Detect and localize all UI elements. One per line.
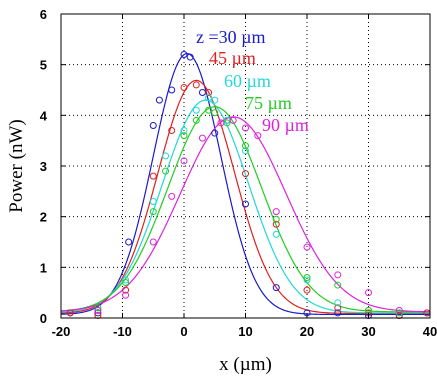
data-point-series-2 <box>180 83 188 91</box>
data-point-series-1 <box>94 309 102 317</box>
data-point-series-1 <box>272 284 280 292</box>
data-point-series-5 <box>217 119 225 127</box>
data-point-series-1 <box>149 121 157 129</box>
data-point-series-2 <box>242 170 249 178</box>
x-tick-label: 40 <box>423 324 437 339</box>
fit-curve-4 <box>60 106 430 313</box>
data-point-series-3 <box>192 106 200 114</box>
data-point-series-4 <box>94 304 102 312</box>
data-point-series-4 <box>211 109 219 117</box>
data-point-series-5 <box>365 289 372 297</box>
data-point-series-3 <box>122 276 130 284</box>
x-tick-label: 20 <box>300 324 314 339</box>
data-point-series-1 <box>180 51 188 59</box>
data-point-series-3 <box>180 127 188 135</box>
data-point-series-5 <box>242 124 249 132</box>
data-point-series-3 <box>205 94 213 102</box>
data-point-series-1 <box>155 96 163 104</box>
axis-ticks: -20 -10 0 10 20 30 40 0 1 2 3 4 5 6 <box>40 7 437 339</box>
y-tick-label: 6 <box>40 7 47 22</box>
data-point-series-5 <box>180 157 188 165</box>
y-axis-label: Power (nW) <box>6 119 27 212</box>
data-point-series-5 <box>254 132 262 140</box>
data-point-series-5 <box>149 238 157 246</box>
y-tick-label: 4 <box>40 108 48 123</box>
data-point-series-1 <box>168 86 176 94</box>
y-tick-label: 0 <box>40 311 47 326</box>
data-point-series-3 <box>334 299 342 307</box>
data-point-series-3 <box>162 152 170 160</box>
series-label-1: z =30 µm <box>196 27 266 47</box>
data-point-series-3 <box>211 96 219 104</box>
data-point-series-5 <box>122 291 130 299</box>
data-point-series-2 <box>168 127 176 135</box>
y-tick-label: 1 <box>40 260 47 275</box>
data-point-series-4 <box>122 279 130 287</box>
series-label-2: 45 µm <box>209 48 256 68</box>
series-label-5: 90 µm <box>262 115 309 135</box>
data-point-series-5 <box>395 306 403 314</box>
data-point-series-2 <box>122 286 130 294</box>
data-point-series-4 <box>303 273 311 281</box>
data-point-series-1 <box>198 89 206 97</box>
data-point-series-5 <box>94 306 102 314</box>
data-point-series-3 <box>303 276 311 284</box>
data-point-series-1 <box>242 200 249 208</box>
data-points <box>66 51 431 319</box>
data-point-series-3 <box>272 230 280 238</box>
data-point-series-4 <box>334 281 342 289</box>
data-point-series-5 <box>303 243 311 251</box>
data-point-series-1 <box>186 53 194 61</box>
data-point-series-5 <box>272 208 280 216</box>
x-tick-label: -20 <box>52 324 71 339</box>
grid-lines <box>61 14 430 318</box>
data-point-series-3 <box>242 147 249 155</box>
data-point-series-5 <box>198 134 206 142</box>
data-point-series-5 <box>334 271 342 279</box>
y-tick-label: 3 <box>40 159 47 174</box>
y-tick-label: 5 <box>40 58 47 73</box>
data-point-series-2 <box>192 81 200 89</box>
data-point-series-2 <box>149 172 157 180</box>
data-point-series-1 <box>125 238 133 246</box>
data-point-series-4 <box>272 215 280 223</box>
x-axis-label: x (µm) <box>219 354 272 375</box>
data-point-series-5 <box>229 116 237 124</box>
data-point-series-2 <box>303 286 311 294</box>
data-point-series-1 <box>211 129 219 137</box>
x-tick-label: 0 <box>180 324 187 339</box>
data-point-series-4 <box>192 116 200 124</box>
data-point-series-2 <box>66 309 74 317</box>
data-point-series-3 <box>149 197 157 205</box>
data-point-series-4 <box>162 167 170 175</box>
series-label-3: 60 µm <box>224 71 271 91</box>
data-point-series-2 <box>205 89 213 97</box>
data-point-series-4 <box>149 208 157 216</box>
data-point-series-4 <box>242 142 249 150</box>
y-tick-label: 2 <box>40 210 47 225</box>
data-point-series-4 <box>180 132 188 140</box>
data-point-series-1 <box>334 309 342 317</box>
x-tick-label: 30 <box>361 324 375 339</box>
data-point-series-5 <box>168 192 176 200</box>
series-label-4: 75 µm <box>245 93 292 113</box>
data-point-series-4 <box>395 309 403 317</box>
x-tick-label: 10 <box>238 324 252 339</box>
data-point-series-4 <box>205 106 213 114</box>
x-tick-label: -10 <box>113 324 132 339</box>
data-point-series-2 <box>272 220 280 228</box>
data-point-series-2 <box>334 304 342 312</box>
